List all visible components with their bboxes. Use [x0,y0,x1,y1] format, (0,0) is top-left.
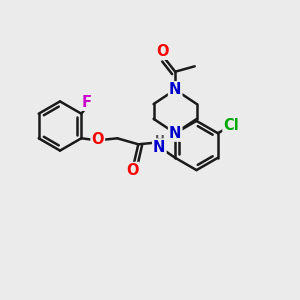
Text: F: F [82,95,92,110]
Text: N: N [153,140,166,154]
Text: H: H [155,134,165,147]
Text: Cl: Cl [224,118,239,133]
Text: N: N [169,82,182,97]
Text: O: O [92,132,104,147]
Text: O: O [126,163,139,178]
Text: O: O [156,44,169,59]
Text: N: N [169,126,182,141]
